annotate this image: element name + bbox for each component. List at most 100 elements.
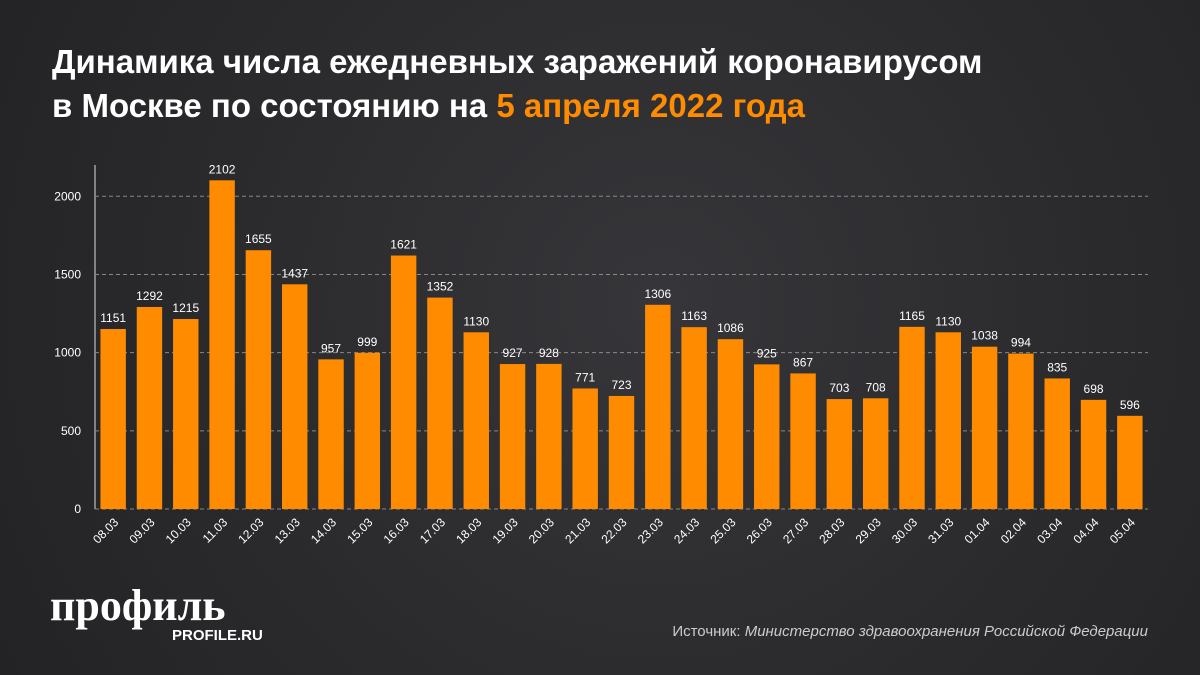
x-tick-label: 09.03 xyxy=(126,515,157,546)
x-tick-label: 11.03 xyxy=(200,515,231,546)
bar xyxy=(1080,399,1107,509)
data-label: 1215 xyxy=(172,301,199,315)
data-label: 1163 xyxy=(681,309,707,323)
data-label: 771 xyxy=(575,370,595,384)
x-tick-label: 31.03 xyxy=(925,515,956,546)
title-line: в Москве по состоянию на 5 апреля 2022 г… xyxy=(52,84,982,128)
title-highlight: 5 апреля 2022 года xyxy=(496,87,805,124)
bar xyxy=(463,332,489,509)
y-tick-label: 1000 xyxy=(54,346,81,360)
data-label: 1151 xyxy=(100,311,126,325)
bar xyxy=(899,326,925,509)
x-tick-label: 05.04 xyxy=(1107,515,1138,546)
data-label: 1621 xyxy=(390,238,417,252)
bar xyxy=(935,332,962,509)
data-label: 1292 xyxy=(136,289,163,303)
bar xyxy=(790,373,816,509)
data-label: 723 xyxy=(611,378,631,392)
data-label: 1038 xyxy=(971,329,998,343)
x-tick-label: 10.03 xyxy=(163,515,194,546)
bar xyxy=(281,284,308,509)
x-tick-label: 29.03 xyxy=(853,515,884,546)
bar xyxy=(608,395,635,509)
data-label: 1352 xyxy=(427,280,454,294)
bar xyxy=(572,388,598,509)
source-label: Источник: xyxy=(672,623,740,640)
bar xyxy=(318,359,344,509)
data-label: 1130 xyxy=(463,314,489,328)
data-label: 596 xyxy=(1120,398,1140,412)
x-tick-label: 20.03 xyxy=(526,515,557,546)
bar xyxy=(645,304,671,509)
title-text: в Москве по состоянию на xyxy=(52,87,488,124)
bar xyxy=(862,398,889,509)
x-tick-label: 25.03 xyxy=(707,515,738,546)
bar xyxy=(717,339,744,509)
data-label: 703 xyxy=(829,381,849,395)
data-label: 1130 xyxy=(935,314,961,328)
bar xyxy=(209,180,235,509)
bar xyxy=(100,329,126,509)
x-tick-label: 26.03 xyxy=(744,515,775,546)
data-label: 1437 xyxy=(281,266,308,280)
y-tick-label: 0 xyxy=(74,502,81,516)
data-label: 925 xyxy=(757,346,777,360)
x-tick-label: 21.03 xyxy=(562,515,593,546)
x-tick-label: 03.04 xyxy=(1034,515,1065,546)
bar xyxy=(1008,353,1034,509)
data-label: 2102 xyxy=(209,162,236,176)
data-label: 835 xyxy=(1047,360,1067,374)
y-tick-label: 1500 xyxy=(54,267,81,281)
x-tick-label: 19.03 xyxy=(490,515,521,546)
bar xyxy=(354,352,381,509)
bar xyxy=(1117,415,1143,509)
x-tick-label: 17.03 xyxy=(417,515,448,546)
bar xyxy=(1044,378,1070,509)
y-tick-label: 500 xyxy=(61,424,81,438)
chart-title: Динамика числа ежедневных заражений коро… xyxy=(52,40,982,128)
bar xyxy=(499,364,526,509)
x-tick-label: 28.03 xyxy=(816,515,847,546)
bar xyxy=(971,346,998,509)
x-tick-label: 23.03 xyxy=(635,515,666,546)
title-line: Динамика числа ежедневных заражений коро… xyxy=(52,43,983,80)
x-tick-label: 22.03 xyxy=(598,515,629,546)
x-tick-label: 16.03 xyxy=(381,515,412,546)
bar xyxy=(390,255,417,509)
data-label: 1655 xyxy=(245,232,272,246)
logo: профиль xyxy=(50,581,226,630)
data-label: 1165 xyxy=(899,309,925,323)
data-label: 1306 xyxy=(644,287,671,301)
bar xyxy=(826,399,853,509)
bar xyxy=(136,306,163,509)
x-tick-label: 14.03 xyxy=(308,515,339,546)
bar xyxy=(427,297,453,509)
bar xyxy=(681,327,707,509)
bar xyxy=(536,363,562,509)
x-tick-label: 15.03 xyxy=(344,515,375,546)
bar xyxy=(754,364,780,509)
source-text: Министерство здравоохранения Российской … xyxy=(745,623,1149,640)
data-label: 957 xyxy=(321,341,341,355)
data-label: 928 xyxy=(539,346,559,360)
data-label: 1086 xyxy=(717,321,744,335)
x-tick-label: 30.03 xyxy=(889,515,920,546)
logo-site: PROFILE.RU xyxy=(172,627,263,644)
x-tick-label: 02.04 xyxy=(998,515,1029,546)
x-tick-label: 27.03 xyxy=(780,515,811,546)
data-label: 867 xyxy=(793,355,813,369)
x-tick-label: 24.03 xyxy=(671,515,702,546)
x-tick-label: 01.04 xyxy=(962,515,993,546)
source: Источник: Министерство здравоохранения Р… xyxy=(672,623,1148,640)
x-tick-label: 13.03 xyxy=(272,515,303,546)
bar xyxy=(245,250,272,509)
bar xyxy=(173,319,199,509)
x-tick-label: 08.03 xyxy=(90,515,121,546)
data-label: 999 xyxy=(357,335,377,349)
data-label: 698 xyxy=(1084,382,1104,396)
data-label: 927 xyxy=(503,346,523,360)
x-tick-label: 12.03 xyxy=(235,515,266,546)
data-label: 994 xyxy=(1011,336,1031,350)
